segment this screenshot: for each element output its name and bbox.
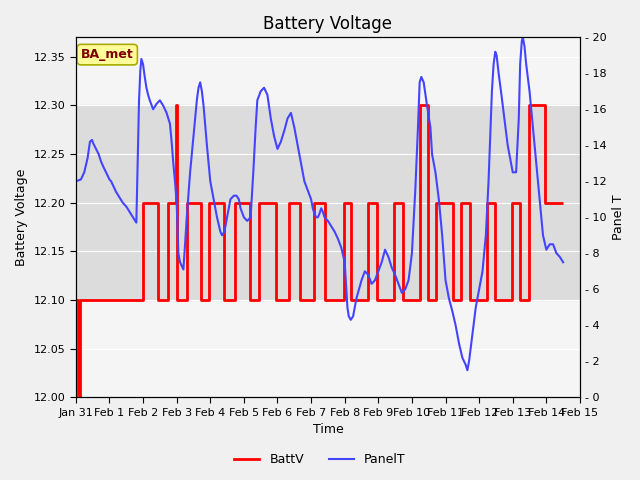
X-axis label: Time: Time	[312, 423, 343, 436]
Text: BA_met: BA_met	[81, 48, 134, 61]
Bar	[76, 106, 580, 300]
Y-axis label: Panel T: Panel T	[612, 194, 625, 240]
Legend: BattV, PanelT: BattV, PanelT	[229, 448, 411, 471]
Title: Battery Voltage: Battery Voltage	[264, 15, 392, 33]
Y-axis label: Battery Voltage: Battery Voltage	[15, 168, 28, 266]
